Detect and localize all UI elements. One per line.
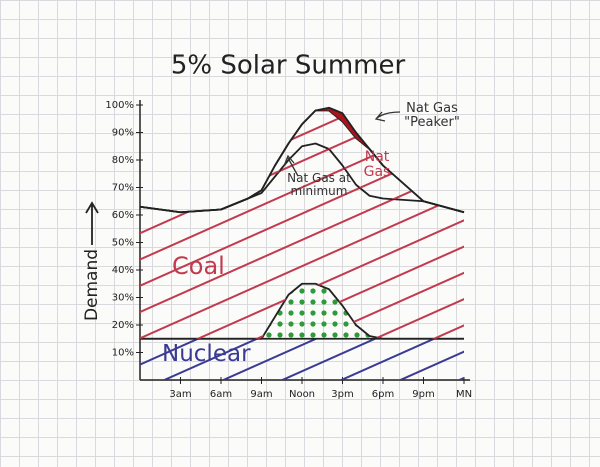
area xyxy=(140,143,464,339)
y-tick-label: 10% xyxy=(112,348,134,359)
y-axis-arrow xyxy=(85,201,99,245)
x-tick-label: 3pm xyxy=(331,389,353,400)
x-tick-label: 9pm xyxy=(412,389,434,400)
series-label: Nat Gas xyxy=(363,149,391,180)
y-tick-label: 60% xyxy=(112,210,134,221)
x-tick-label: 3am xyxy=(169,389,191,400)
annotation-arrow xyxy=(283,154,299,177)
x-tick-label: MN xyxy=(456,389,472,400)
area-edge xyxy=(139,106,465,214)
annotation-arrow xyxy=(374,111,401,122)
x-tick-label: 9am xyxy=(250,389,272,400)
annotation: Nat Gas at minimum xyxy=(287,171,351,198)
y-tick-label: 90% xyxy=(112,128,134,139)
x-tick-label: Noon xyxy=(289,389,315,400)
series-label: Nuclear xyxy=(162,341,251,367)
area xyxy=(140,338,464,380)
area xyxy=(140,283,464,339)
x-tick-label: 6pm xyxy=(372,389,394,400)
x-tick-label: 6am xyxy=(210,389,232,400)
y-tick-label: 70% xyxy=(112,183,134,194)
series-label: Nat Gas "Peaker" xyxy=(404,101,460,130)
y-tick-label: 30% xyxy=(112,293,134,304)
area xyxy=(140,110,464,213)
y-tick-label: 100% xyxy=(105,100,134,111)
y-tick-label: 40% xyxy=(112,265,134,276)
y-tick-label: 50% xyxy=(112,238,134,249)
series-label: Coal xyxy=(172,252,225,280)
chart-title: 5% Solar Summer xyxy=(171,51,406,81)
y-axis-label: Demand xyxy=(82,249,102,321)
y-tick-label: 20% xyxy=(112,320,134,331)
y-tick-label: 80% xyxy=(112,155,134,166)
